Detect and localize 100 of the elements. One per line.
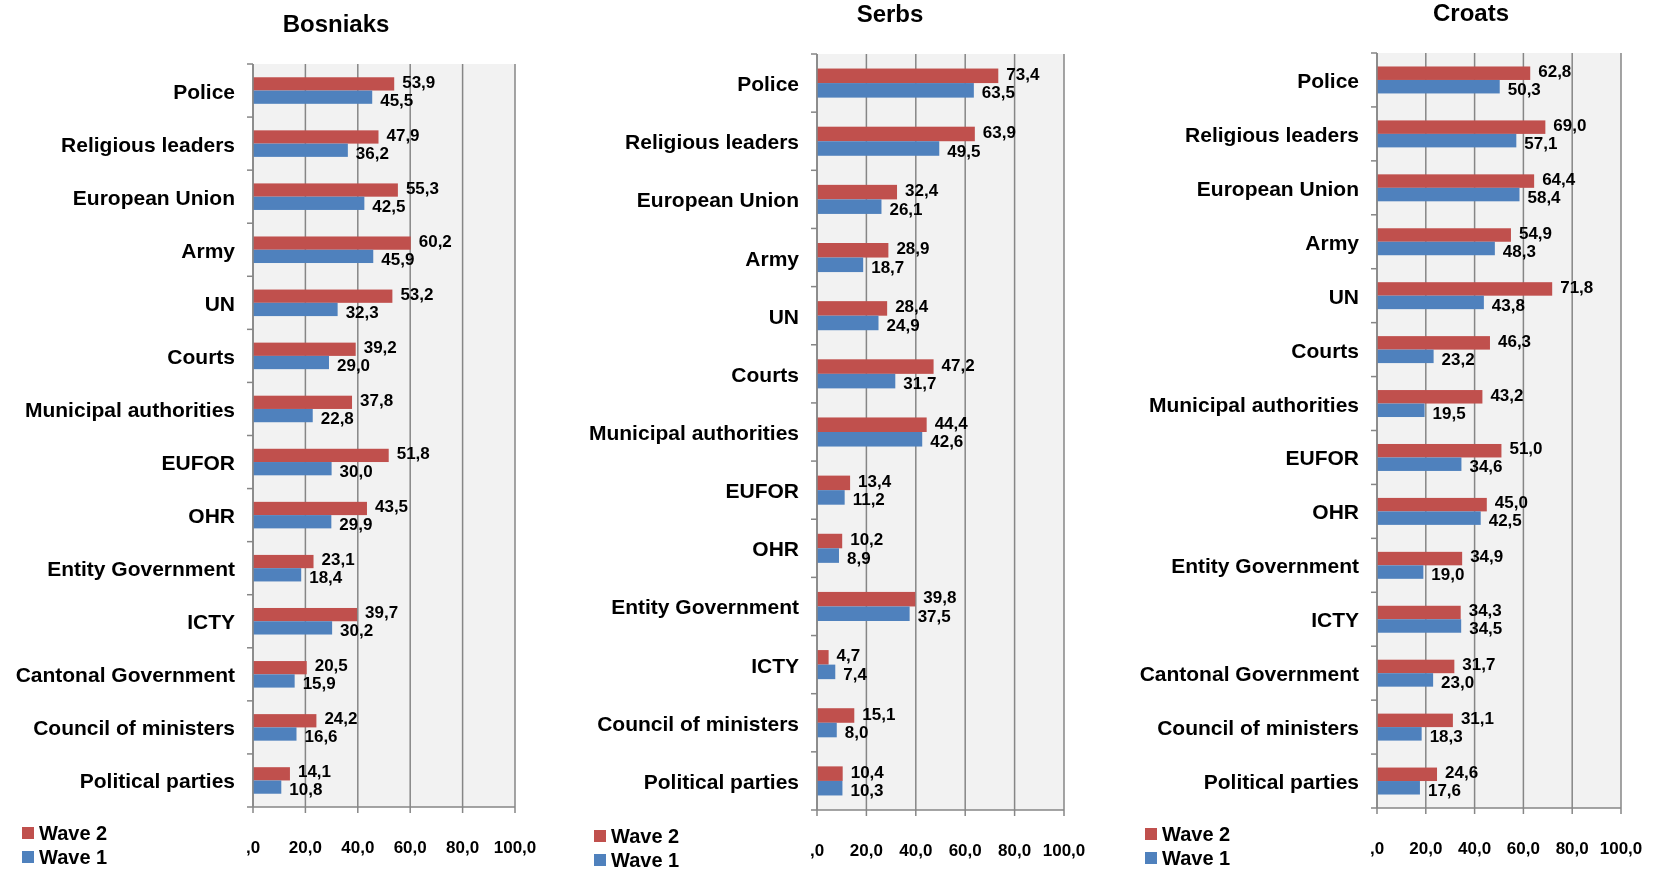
data-label: 18,7	[871, 257, 905, 277]
data-label: 7,4	[843, 664, 868, 684]
data-label: 14,1	[297, 761, 332, 781]
bar	[817, 722, 837, 738]
bar	[1377, 79, 1500, 94]
bar	[817, 243, 889, 258]
data-label: 10,8	[289, 779, 323, 799]
bar	[1377, 443, 1502, 458]
y-tick-label: OHR	[1312, 499, 1359, 523]
data-label: 57,1	[1524, 133, 1558, 153]
x-tick-label: 100,0	[1042, 840, 1086, 860]
y-tick-label: Council of ministers	[1157, 715, 1359, 739]
y-tick-label: Cantonal Government	[1139, 661, 1359, 685]
x-tick-label: 80,0	[1555, 838, 1589, 858]
chart-title: Serbs	[856, 0, 924, 27]
data-label: 8,0	[844, 722, 869, 742]
bar	[253, 554, 314, 569]
bar	[253, 727, 297, 741]
data-label: 10,4	[850, 762, 885, 782]
data-label: 39,8	[923, 587, 957, 607]
y-tick-label: Municipal authorities	[588, 420, 799, 444]
y-tick-label: Political parties	[1203, 769, 1359, 793]
data-label: 42,5	[372, 196, 406, 216]
bar	[1377, 781, 1420, 795]
data-label: 29,9	[339, 514, 373, 534]
bar	[817, 68, 999, 84]
bar	[1377, 241, 1495, 256]
y-tick-label: EUFOR	[161, 450, 235, 474]
data-label: 4,7	[836, 645, 861, 665]
bar	[253, 77, 395, 91]
bar	[1377, 713, 1453, 728]
data-label: 43,8	[1491, 295, 1525, 315]
y-tick-label: Religious leaders	[1185, 122, 1359, 146]
y-tick-label: Courts	[1291, 338, 1359, 362]
bar	[253, 130, 379, 144]
data-label: 24,6	[1445, 762, 1479, 782]
x-tick-label: ,0	[809, 840, 825, 860]
data-label: 58,4	[1527, 187, 1562, 207]
data-label: 54,9	[1518, 223, 1553, 243]
data-label: 23,1	[321, 549, 355, 569]
bar	[1377, 295, 1484, 310]
bar	[1377, 659, 1455, 674]
y-tick-label: Police	[737, 71, 799, 95]
data-label: 24,2	[324, 708, 358, 728]
data-label: 20,5	[314, 655, 348, 675]
bar	[817, 780, 843, 796]
data-label: 42,6	[930, 431, 964, 451]
data-label: 64,4	[1542, 169, 1576, 189]
y-tick-label: Entity Government	[611, 594, 799, 618]
y-tick-label: ICTY	[187, 609, 235, 633]
y-tick-label: Religious leaders	[625, 129, 799, 153]
bar	[253, 249, 374, 264]
bar	[253, 143, 348, 157]
bar	[253, 408, 313, 423]
bar	[1377, 565, 1424, 579]
bar	[253, 674, 295, 688]
bar	[253, 568, 302, 582]
bar	[1377, 282, 1553, 296]
x-tick-label: 20,0	[1409, 838, 1443, 858]
data-label: 30,0	[339, 461, 373, 481]
x-tick-label: 100,0	[1599, 838, 1643, 858]
bar	[1377, 120, 1546, 134]
bar	[1377, 336, 1490, 350]
bar	[817, 432, 923, 447]
y-tick-label: Municipal authorities	[24, 397, 235, 421]
x-tick-label: ,0	[1369, 838, 1385, 858]
data-label: 34,3	[1468, 600, 1502, 620]
y-tick-label: Courts	[731, 362, 799, 386]
data-label: 11,2	[852, 489, 885, 509]
y-tick-label: European Union	[1196, 176, 1359, 200]
legend-label: Wave 2	[39, 822, 108, 844]
bar	[1377, 133, 1517, 148]
data-label: 51,0	[1509, 438, 1543, 458]
data-label: 63,5	[981, 82, 1015, 102]
data-label: 45,0	[1494, 492, 1528, 512]
bar	[253, 767, 290, 781]
bar	[1377, 403, 1425, 418]
bar	[253, 714, 317, 728]
data-label: 39,2	[363, 337, 397, 357]
data-label: 69,0	[1553, 115, 1587, 135]
bar	[817, 301, 888, 316]
data-label: 45,5	[380, 90, 414, 110]
x-tick-label: 20,0	[849, 840, 883, 860]
bar	[817, 708, 855, 723]
data-label: 34,5	[1469, 618, 1503, 638]
y-tick-label: Army	[1305, 230, 1360, 254]
y-tick-label: Entity Government	[1171, 553, 1359, 577]
bar	[1377, 551, 1463, 566]
bar	[1377, 619, 1462, 633]
x-tick-label: 40,0	[899, 840, 933, 860]
data-label: 53,2	[400, 284, 434, 304]
bar	[817, 606, 910, 621]
data-label: 55,3	[405, 178, 439, 198]
data-label: 10,3	[850, 780, 884, 800]
data-label: 62,8	[1538, 61, 1572, 81]
bar	[253, 196, 365, 210]
bar	[1377, 497, 1487, 512]
x-tick-label: ,0	[245, 837, 261, 857]
bar	[253, 342, 356, 356]
y-tick-label: UN	[204, 291, 235, 315]
